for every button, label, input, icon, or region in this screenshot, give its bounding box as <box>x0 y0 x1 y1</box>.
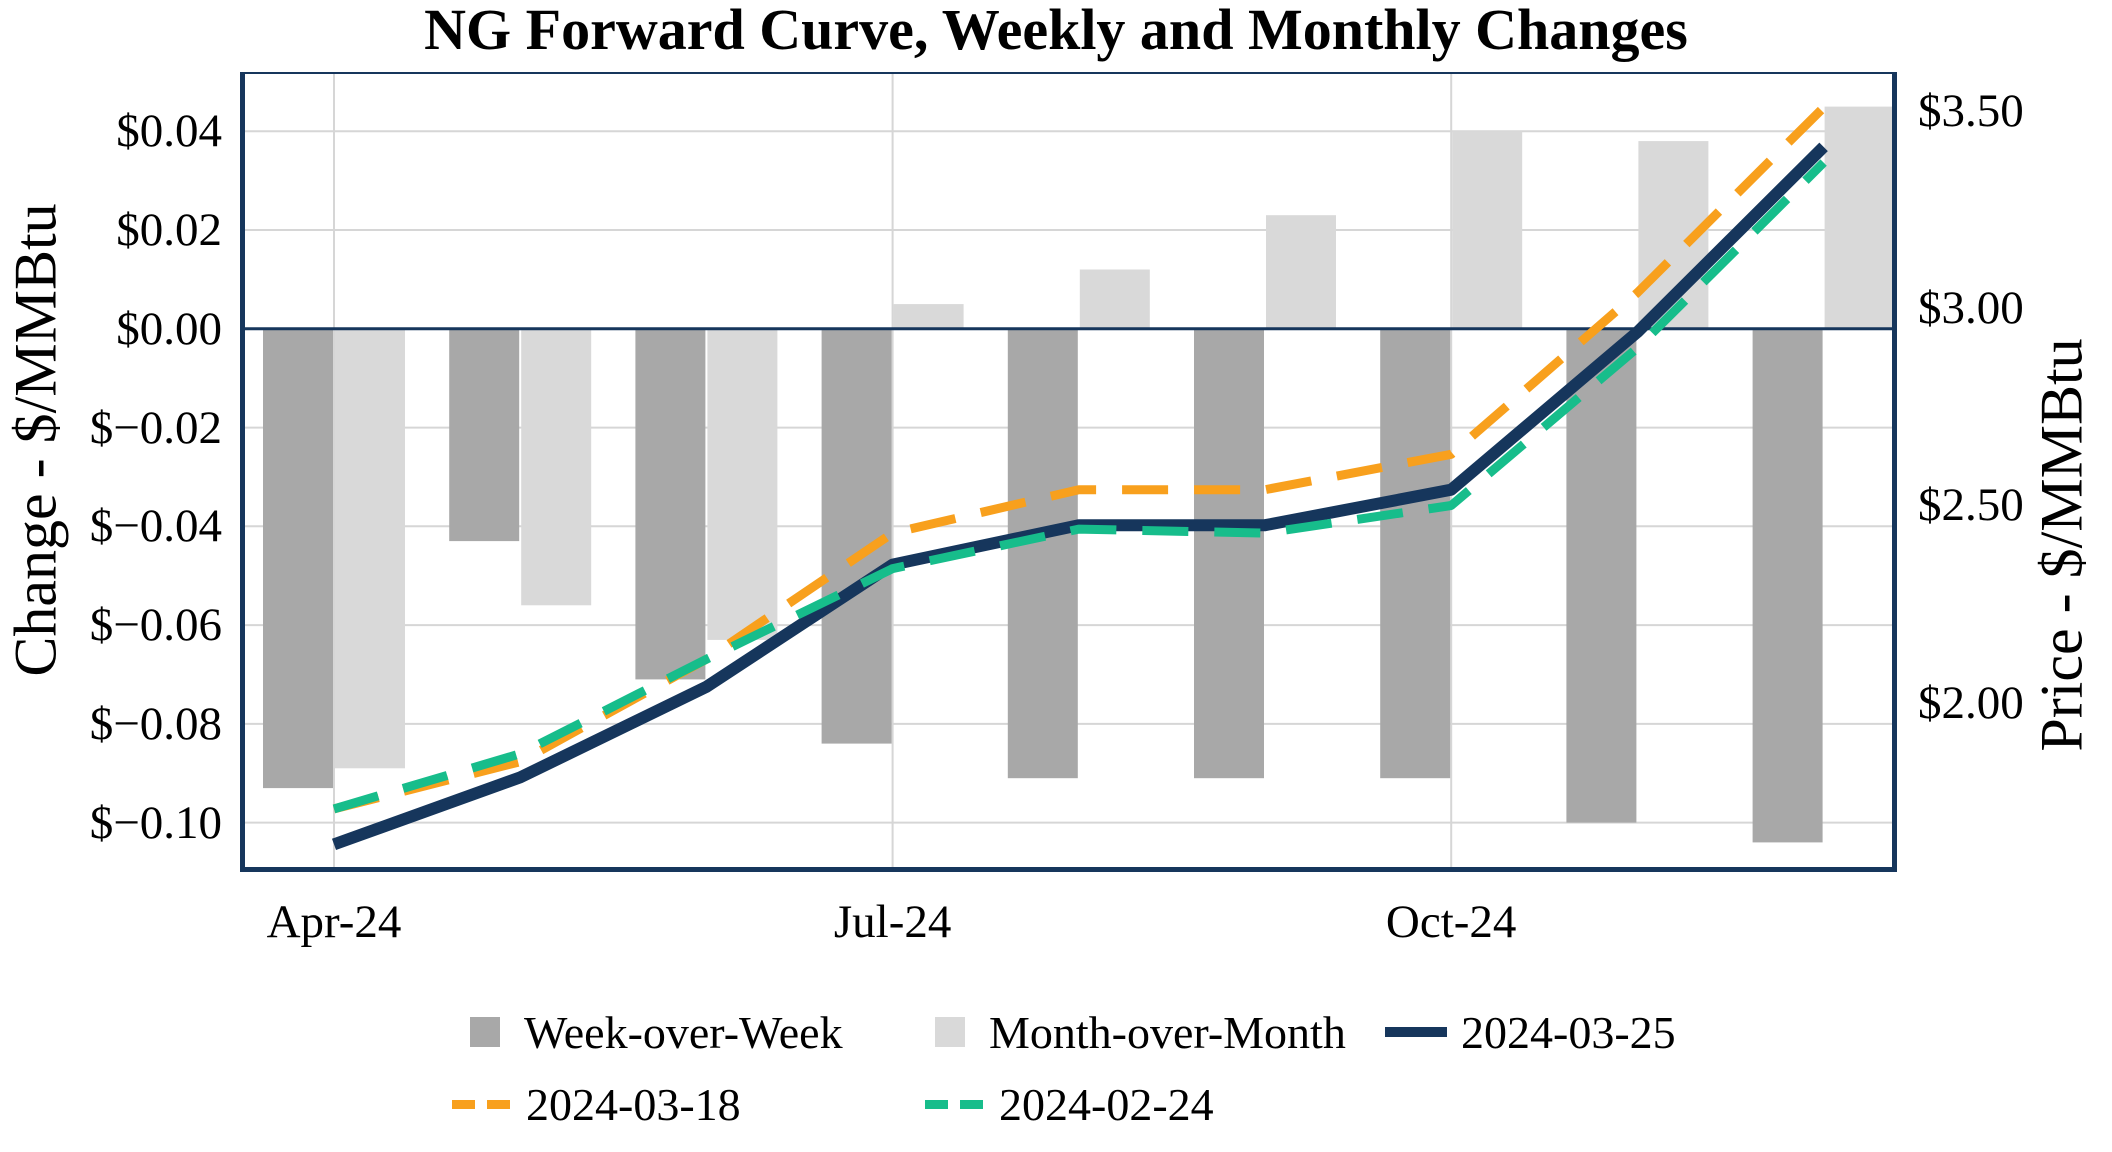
bar-month-over-month <box>1452 131 1523 329</box>
right-axis-tick: $3.00 <box>1918 282 2024 335</box>
bar-week-over-week <box>1566 328 1637 823</box>
bar-week-over-week <box>1194 328 1264 779</box>
chart-plot-area <box>240 72 1897 872</box>
left-axis-tick: $−0.10 <box>89 796 222 849</box>
legend-item-2024-03-25: 2024-03-25 <box>1385 1004 1676 1060</box>
legend-label-2024-02-24: 2024-02-24 <box>999 1078 1214 1130</box>
legend-label-month-over-month: Month-over-Month <box>989 1006 1346 1058</box>
right-axis-tick: $3.50 <box>1918 85 2024 138</box>
legend-item-2024-02-24: 2024-02-24 <box>925 1076 1214 1132</box>
right-axis-tick: $2.00 <box>1918 676 2024 729</box>
bar-month-over-month <box>1266 215 1336 329</box>
bar-month-over-month <box>707 328 778 640</box>
bar-week-over-week <box>1007 328 1078 779</box>
bar-month-over-month <box>1824 106 1895 329</box>
left-axis-tick: $0.04 <box>116 105 222 158</box>
x-axis-tick: Apr-24 <box>266 896 402 948</box>
bar-month-over-month <box>335 328 405 769</box>
bar-week-over-week <box>821 328 892 744</box>
bar-month-over-month <box>893 304 964 329</box>
legend-label-week-over-week: Week-over-Week <box>524 1006 843 1058</box>
left-axis-tick: $−0.02 <box>89 401 222 454</box>
legend-swatch-2024-03-25 <box>1385 1027 1447 1037</box>
legend-label-2024-03-18: 2024-03-18 <box>526 1078 741 1130</box>
bar-month-over-month <box>1079 269 1150 329</box>
legend-item-week-over-week: Week-over-Week <box>470 1004 843 1060</box>
left-axis-tick: $−0.04 <box>89 500 222 553</box>
bar-week-over-week <box>449 328 520 542</box>
legend-swatch-2024-03-18 <box>452 1099 510 1109</box>
legend-swatch-month-over-month <box>935 1017 965 1047</box>
bar-month-over-month <box>521 328 592 606</box>
left-axis-tick: $−0.06 <box>89 599 222 652</box>
price-line-2024-02-24 <box>332 159 1827 814</box>
chart-title: NG Forward Curve, Weekly and Monthly Cha… <box>424 0 1688 62</box>
bar-week-over-week <box>1752 328 1823 843</box>
left-axis-tick: $−0.08 <box>89 697 222 750</box>
legend-swatch-week-over-week <box>470 1017 500 1047</box>
legend-item-month-over-month: Month-over-Month <box>935 1004 1346 1060</box>
x-axis-tick: Oct-24 <box>1385 896 1517 948</box>
bar-week-over-week <box>263 328 333 789</box>
price-line-2024-03-18 <box>332 104 1827 814</box>
right-axis-tick: $2.50 <box>1918 479 2024 532</box>
legend-item-2024-03-18: 2024-03-18 <box>452 1076 741 1132</box>
legend-swatch-2024-02-24 <box>925 1099 983 1109</box>
x-axis-tick: Jul-24 <box>833 896 952 948</box>
bar-week-over-week <box>635 328 706 680</box>
left-axis-tick: $0.02 <box>116 204 222 257</box>
legend-label-2024-03-25: 2024-03-25 <box>1461 1006 1676 1058</box>
bar-week-over-week <box>1380 328 1451 779</box>
left-axis-tick: $0.00 <box>116 302 222 355</box>
